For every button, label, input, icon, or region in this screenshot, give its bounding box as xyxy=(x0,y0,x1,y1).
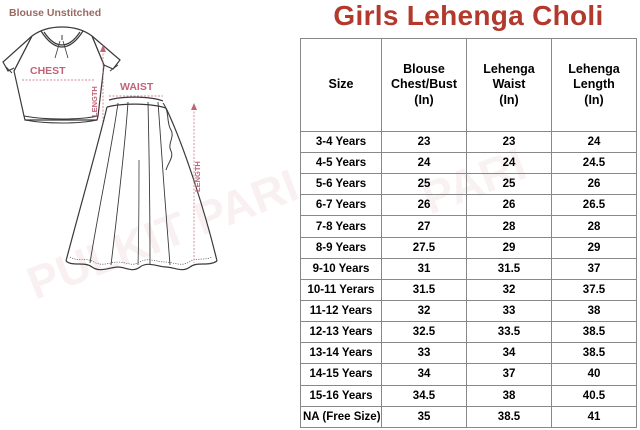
svg-text:LENGTH: LENGTH xyxy=(193,161,202,192)
svg-text:PULKIT PARI: PULKIT PARI xyxy=(20,159,300,310)
svg-text:LENGTH: LENGTH xyxy=(90,86,99,117)
svg-text:WAIST: WAIST xyxy=(120,81,154,93)
svg-text:CHEST: CHEST xyxy=(30,65,66,77)
